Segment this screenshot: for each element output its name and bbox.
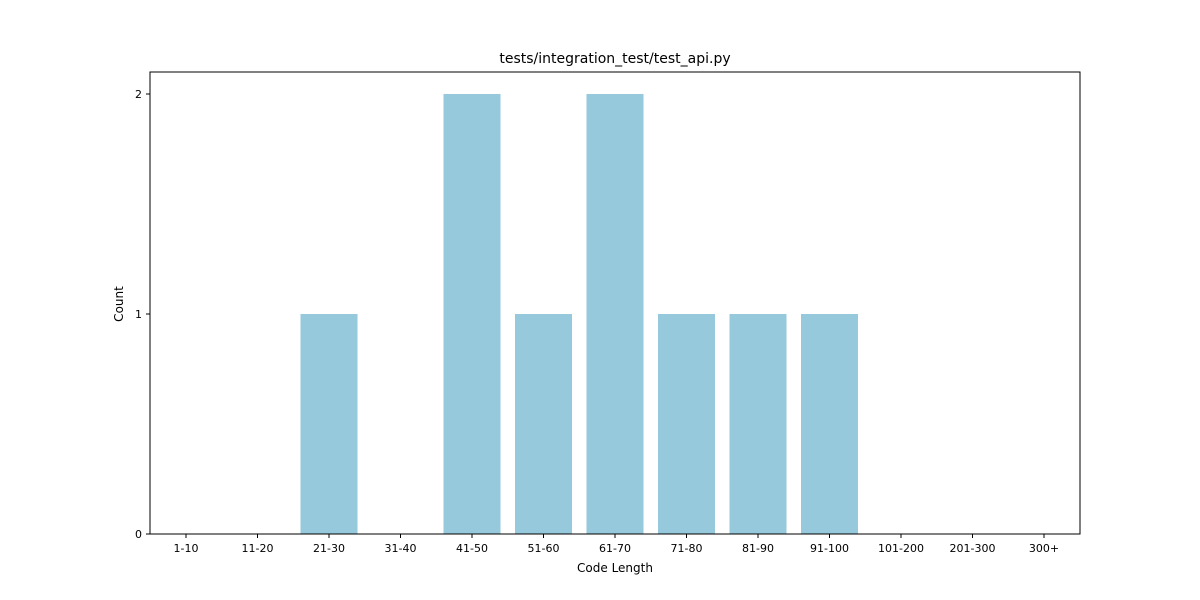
x-tick-label: 300+ [1029, 542, 1059, 555]
x-tick-label: 1-10 [174, 542, 199, 555]
x-tick-label: 51-60 [528, 542, 560, 555]
bar-21-30 [300, 314, 358, 534]
x-tick-label: 11-20 [242, 542, 274, 555]
bar-41-50 [443, 94, 501, 534]
bar-61-70 [586, 94, 644, 534]
plot-frame [149, 71, 1081, 535]
x-axis-label: Code Length [577, 561, 653, 575]
y-axis-label: Count [112, 286, 126, 322]
bar-91-100 [801, 314, 858, 534]
y-tick-label: 1 [135, 308, 142, 321]
bars-group [300, 94, 858, 534]
bar-51-60 [515, 314, 572, 534]
x-tick-label: 31-40 [385, 542, 417, 555]
x-tick-label: 21-30 [313, 542, 345, 555]
x-tick-label: 101-200 [878, 542, 924, 555]
bar-81-90 [729, 314, 787, 534]
x-tick-label: 81-90 [742, 542, 774, 555]
x-tick-label: 71-80 [671, 542, 703, 555]
bar-71-80 [658, 314, 715, 534]
x-tick-label: 61-70 [599, 542, 631, 555]
x-ticks-group: 1-10 11-20 21-30 31-40 41-50 51-60 61-70 71-80 8… [174, 534, 1059, 555]
x-tick-label: 41-50 [456, 542, 488, 555]
y-tick-label: 2 [135, 88, 142, 101]
chart-title: tests/integration_test/test_api.py [499, 51, 730, 67]
y-ticks-group: 0 1 2 [135, 88, 150, 541]
x-tick-label: 91-100 [810, 542, 849, 555]
x-tick-label: 201-300 [950, 542, 996, 555]
y-tick-label: 0 [135, 528, 142, 541]
